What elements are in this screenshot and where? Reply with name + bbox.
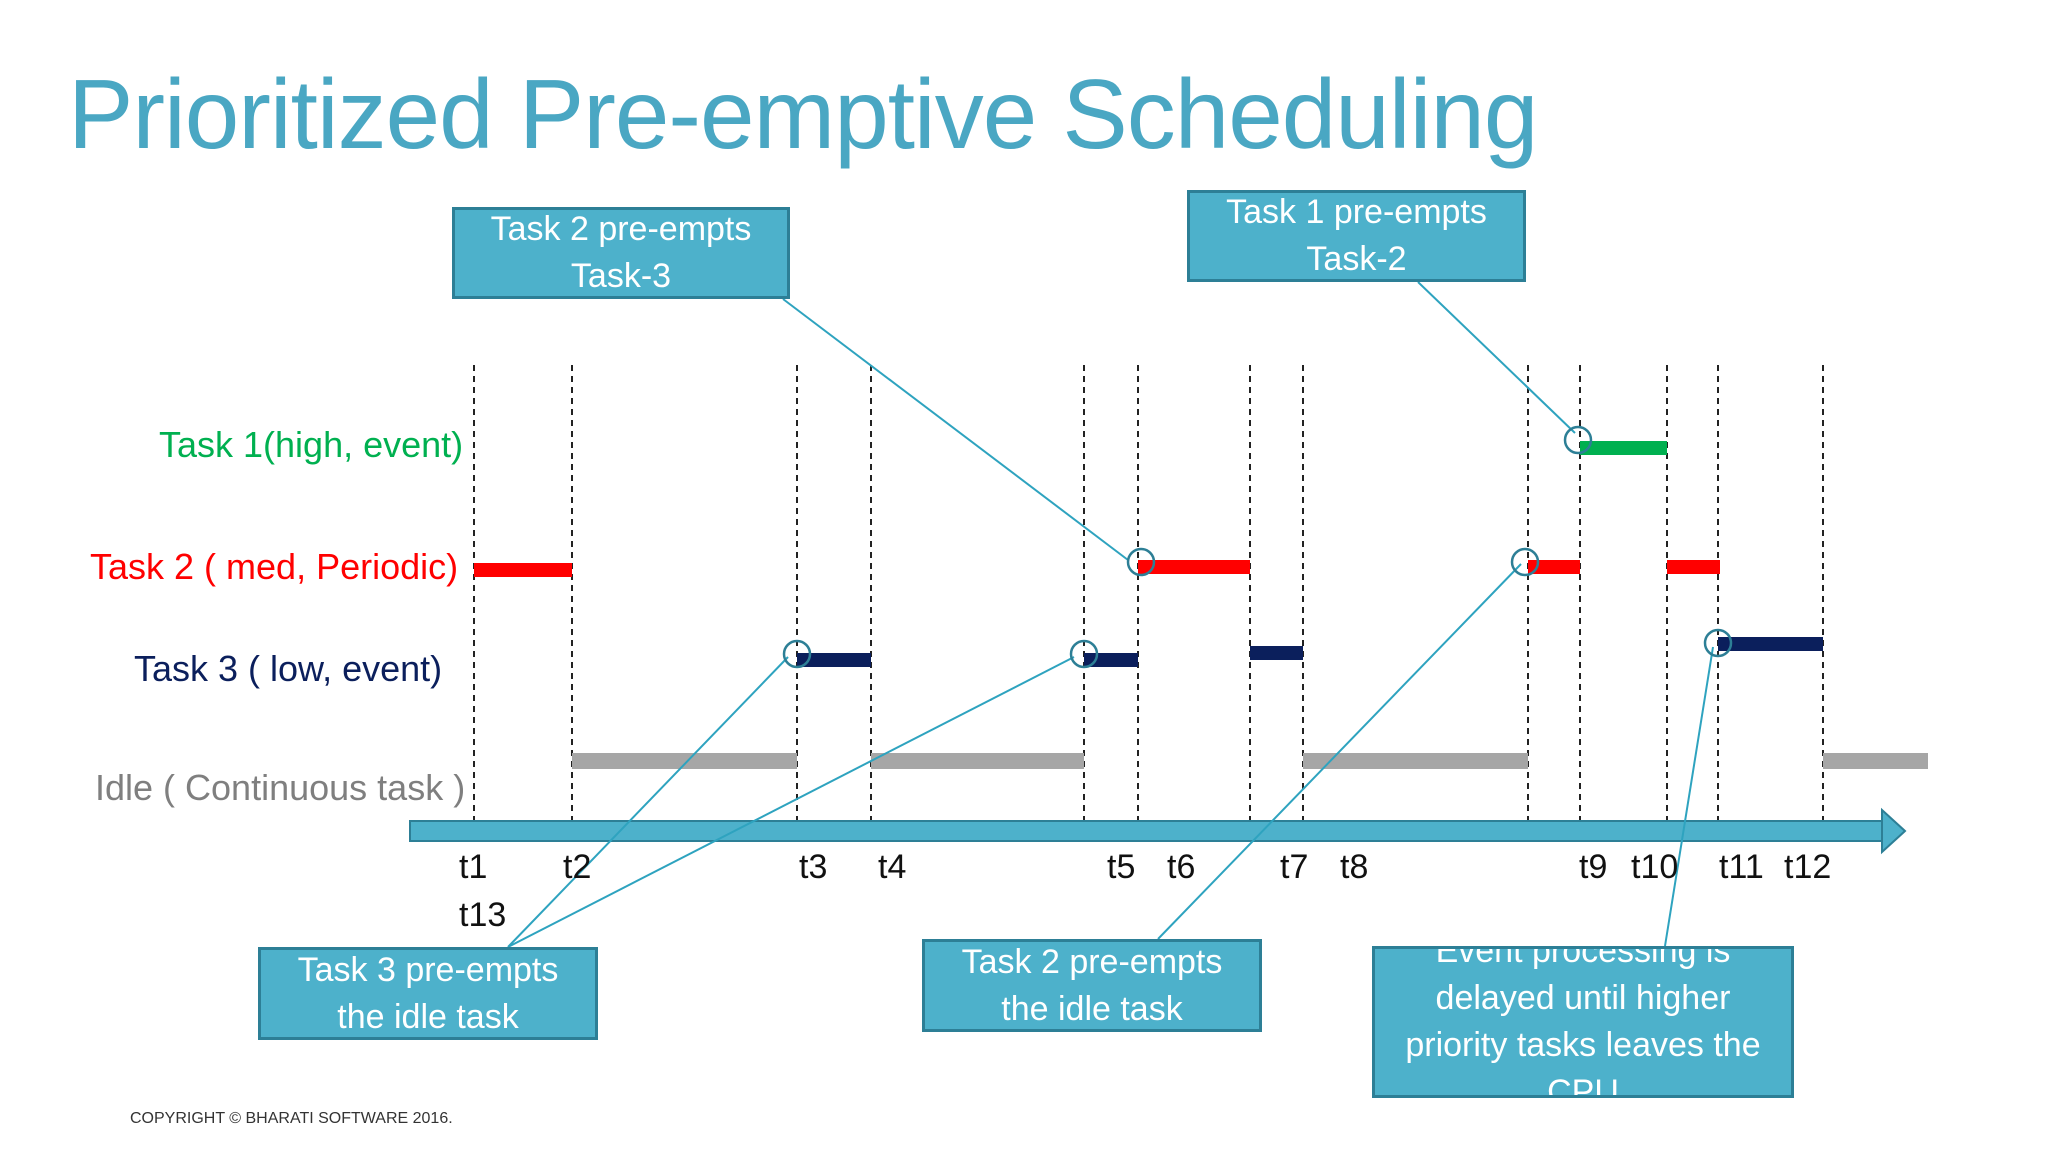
task3-bar	[797, 653, 871, 667]
task2-bar	[1528, 560, 1580, 574]
row-label-task1: Task 1(high, event)	[159, 424, 464, 465]
row-label-task3: Task 3 ( low, event)	[134, 648, 443, 689]
preemption-circle	[782, 639, 812, 669]
callout-task1-preempts-task2: Task 1 pre-empts Task-2	[1187, 190, 1526, 282]
callout-event-delayed: Event processing is delayed until higher…	[1372, 946, 1794, 1098]
callout-leader-line	[507, 656, 789, 948]
task-bars	[474, 441, 1928, 769]
tick-label-t9: t9	[1579, 848, 1608, 886]
callout-leader-line	[1417, 281, 1576, 434]
callout-line: priority tasks leaves the	[1405, 1026, 1761, 1064]
time-axis-arrowhead	[1881, 807, 1907, 855]
callout-leader-line	[782, 298, 1129, 561]
callout-leader-line	[507, 656, 1075, 948]
callout-line: Task 3 pre-empts	[297, 950, 559, 989]
callout-leaders	[507, 281, 1714, 948]
tick-label-t13: t13	[459, 896, 507, 934]
callout-line: delayed until higher	[1435, 979, 1731, 1017]
callout-task2-preempts-task3: Task 2 pre-empts Task-3	[452, 207, 790, 299]
task3-bar	[1718, 637, 1823, 651]
tick-label-t8: t8	[1340, 848, 1369, 886]
callout-leader-line	[1664, 646, 1714, 947]
callout-line: Task 2 pre-empts	[490, 210, 752, 248]
preemption-markers	[782, 425, 1733, 669]
row-label-idle: Idle ( Continuous task )	[95, 767, 466, 808]
callout-task3-preempts-idle: Task 3 pre-empts the idle task	[258, 947, 598, 1040]
tick-label-t5: t5	[1107, 848, 1136, 886]
row-label-task2: Task 2 ( med, Periodic)	[90, 546, 459, 587]
callout-line: the idle task	[1001, 989, 1183, 1028]
callout-line: the idle task	[337, 997, 519, 1036]
task2-bar	[1138, 560, 1250, 574]
idle-bar	[1823, 753, 1928, 769]
preemption-circle	[1703, 628, 1733, 658]
time-axis-shaft	[409, 820, 1886, 842]
tick-label-t11: t11	[1719, 848, 1764, 886]
tick-label-t4: t4	[878, 848, 907, 886]
callout-line: Task 2 pre-empts	[961, 942, 1223, 981]
tick-label-t10: t10	[1631, 848, 1679, 886]
tick-label-t6: t6	[1167, 848, 1196, 886]
tick-label-t7: t7	[1280, 848, 1309, 886]
slide-title: Prioritized Pre-emptive Scheduling	[68, 59, 1538, 169]
callout-line: Task 1 pre-empts	[1226, 193, 1487, 231]
idle-bar	[1303, 753, 1528, 769]
callout-line: Task-2	[1306, 240, 1407, 278]
idle-bar	[572, 753, 797, 769]
callout-line: Event processing is	[1435, 946, 1731, 970]
idle-bar	[871, 753, 1084, 769]
time-axis	[409, 807, 1907, 855]
task2-bar	[474, 563, 572, 577]
tick-label-t3: t3	[799, 848, 828, 886]
tick-label-t12: t12	[1784, 848, 1832, 886]
callout-line: CPU	[1547, 1073, 1619, 1098]
task2-bar	[1667, 560, 1720, 574]
task3-bar	[1250, 646, 1303, 660]
copyright-notice: COPYRIGHT © BHARATI SOFTWARE 2016.	[130, 1110, 453, 1127]
preemption-circle	[1563, 425, 1593, 455]
preemption-circle	[1510, 547, 1540, 577]
preemption-circle	[1069, 639, 1099, 669]
tick-label-t1: t1	[459, 848, 488, 886]
callout-leader-line	[1157, 563, 1522, 940]
preemption-circle	[1126, 547, 1156, 577]
tick-label-t2: t2	[563, 848, 592, 886]
callout-line: Task-3	[570, 257, 672, 295]
callout-task2-preempts-idle: Task 2 pre-empts the idle task	[922, 939, 1262, 1032]
task1-bar	[1580, 441, 1667, 455]
